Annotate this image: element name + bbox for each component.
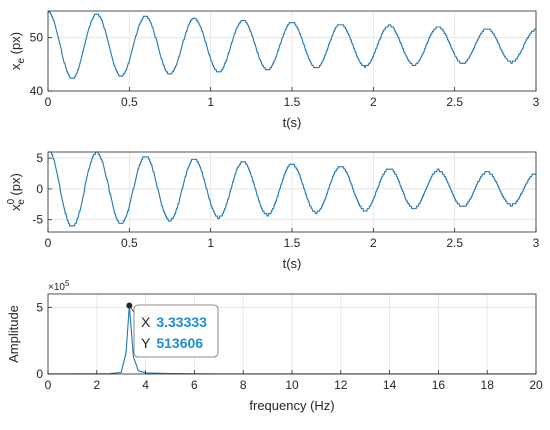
datatip-x-key: X [141, 314, 151, 330]
y-tick-label: 5 [36, 300, 43, 314]
x-tick-label: 16 [432, 378, 446, 392]
x-tick-label: 18 [481, 378, 495, 392]
datatip-leader [129, 305, 135, 313]
panel-2-ylabel-base: x [8, 204, 23, 211]
x-tick-label: 1.5 [284, 95, 301, 109]
panel-2-ylabel-sub: e [16, 199, 27, 205]
panel-3-ylabel: Amplitude [6, 305, 21, 363]
panel-1-series-line [48, 11, 536, 79]
x-tick-label: 0.5 [121, 236, 138, 250]
x-tick-label: 0 [45, 378, 52, 392]
datatip-y-row: Y 513606 [141, 335, 203, 351]
y-tick-label: -5 [32, 213, 43, 227]
x-tick-label: 4 [142, 378, 149, 392]
datatip-y-value: 513606 [156, 335, 203, 351]
panel-2-ylabel-sup: 0 [6, 198, 17, 204]
panel-1-ylabel-unit: (px) [8, 32, 23, 58]
panel-1-xlabel: t(s) [283, 115, 302, 130]
panel-2-ylabel-unit: (px) [8, 173, 23, 199]
y-tick-label: 50 [30, 31, 44, 45]
x-tick-label: 6 [191, 378, 198, 392]
x-tick-label: 2 [370, 236, 377, 250]
datatip[interactable]: X 3.33333 Y 513606 [126, 302, 219, 358]
x-tick-label: 10 [285, 378, 299, 392]
datatip-x-value: 3.33333 [156, 314, 207, 330]
y-tick-label: 40 [30, 84, 44, 98]
panel-3-ticks: 0 2 4 6 8 10 12 14 16 18 20 0 5 [36, 300, 543, 392]
panel-3-xlabel: frequency (Hz) [249, 398, 334, 413]
panel-3-grid [47, 294, 537, 375]
x-tick-label: 20 [529, 378, 543, 392]
datatip-box[interactable] [133, 304, 219, 358]
panel-2-ticks: 0 0.5 1 1.5 2 2.5 3-505 [32, 151, 539, 250]
x-tick-label: 2 [370, 95, 377, 109]
x-tick-label: 3 [533, 95, 540, 109]
x-tick-label: 2 [93, 378, 100, 392]
panel-1-ylabel-sub: e [16, 58, 27, 64]
datatip-y-key: Y [141, 335, 151, 351]
panel-2: 0 0.5 1 1.5 2 2.5 3-505 t(s) x0e (px) [6, 151, 540, 271]
x-tick-label: 0 [45, 95, 52, 109]
x-tick-label: 8 [240, 378, 247, 392]
datatip-x-row: X 3.33333 [141, 314, 207, 330]
panel-2-ylabel: x0e (px) [6, 173, 27, 211]
y-tick-label: 0 [36, 182, 43, 196]
panel-1-ylabel: xe (px) [8, 32, 27, 70]
panel-3-y-exponent-power: 5 [65, 279, 70, 288]
y-tick-label: 0 [36, 367, 43, 381]
panel-3-y-exponent: ×105 [48, 279, 70, 293]
x-tick-label: 1 [207, 95, 214, 109]
x-tick-label: 2.5 [446, 95, 463, 109]
y-tick-label: 5 [36, 151, 43, 165]
x-tick-label: 1 [207, 236, 214, 250]
x-tick-label: 12 [334, 378, 348, 392]
x-tick-label: 0 [45, 236, 52, 250]
x-tick-label: 3 [533, 236, 540, 250]
panel-1-ticks: 0 0.5 1 1.5 2 2.5 3 40 50 [30, 31, 540, 109]
x-tick-label: 14 [383, 378, 397, 392]
x-tick-label: 0.5 [121, 95, 138, 109]
panel-3-y-exponent-base: ×10 [48, 282, 65, 293]
panel-2-xlabel: t(s) [283, 256, 302, 271]
x-tick-label: 1.5 [284, 236, 301, 250]
x-tick-label: 2.5 [446, 236, 463, 250]
panel-1-ylabel-base: x [8, 63, 23, 70]
panel-1: 0 0.5 1 1.5 2 2.5 3 40 50 t(s) xe (px) [8, 10, 540, 130]
panel-2-series-line [48, 151, 536, 227]
